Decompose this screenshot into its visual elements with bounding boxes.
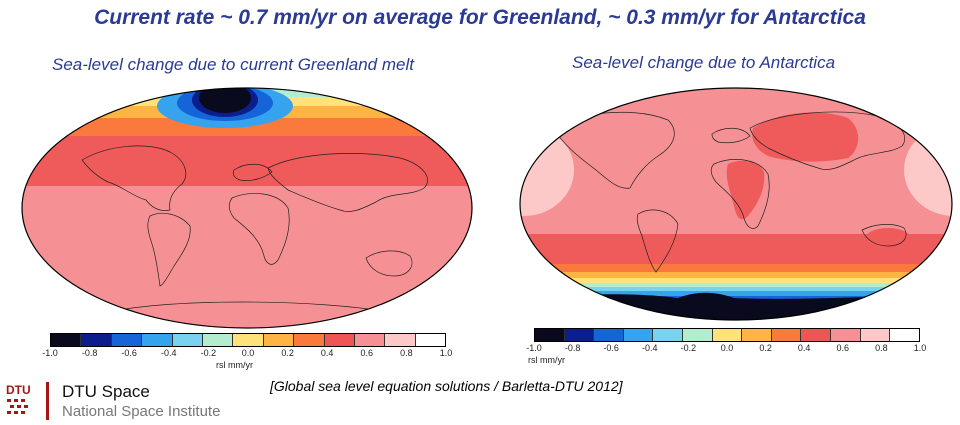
colorbar-left: -1.0 -0.8 -0.6 -0.4 -0.2 0.0 0.2 0.4 0.6 0.8 1.0 r… — [42, 333, 452, 370]
colorbar-tick-label: -0.4 — [161, 348, 177, 358]
headline: Current rate ~ 0.7 mm/yr on average for … — [94, 6, 866, 29]
colorbar-swatch — [233, 334, 264, 346]
greenland-melt-map — [21, 87, 473, 329]
colorbar-swatch — [385, 334, 416, 346]
colorbar-tick-label: 0.8 — [875, 343, 888, 353]
org-subtitle: National Space Institute — [62, 403, 221, 420]
colorbar-swatch — [890, 329, 919, 341]
colorbar-swatch — [564, 329, 595, 341]
colorbar-tick-label: -1.0 — [526, 343, 542, 353]
colorbar-tick-label: -0.2 — [200, 348, 217, 358]
colorbar-swatch — [142, 334, 173, 346]
colorbar-tick-label: 0.0 — [241, 348, 255, 358]
colorbar-ticks: -1.0 -0.8 -0.6 -0.4 -0.2 0.0 0.2 0.4 0.6 0.8 1.0 — [526, 342, 926, 356]
colorbar-tick-label: 0.2 — [281, 348, 294, 358]
org-name: DTU Space — [62, 382, 150, 401]
colorbar-swatch — [51, 334, 82, 346]
colorbar-swatch — [594, 329, 624, 341]
logo-mark-text: DTU — [6, 383, 31, 397]
colorbar-tick-label: -0.6 — [121, 348, 137, 358]
colorbar-swatch — [202, 334, 234, 346]
globe-outline — [519, 87, 953, 321]
colorbar-swatch — [712, 329, 743, 341]
colorbar-tick-label: 0.8 — [400, 348, 413, 358]
colorbar-swatch — [771, 329, 802, 341]
colorbar-swatch — [742, 329, 772, 341]
colorbar-swatch — [415, 334, 446, 346]
colorbar-swatch — [263, 334, 295, 346]
colorbar-tick-label: 0.2 — [759, 343, 772, 353]
colorbar-tick-label: 0.4 — [320, 348, 334, 358]
colorbar-swatches — [534, 328, 920, 342]
colorbar-swatch — [111, 334, 143, 346]
colorbar-swatch — [354, 334, 386, 346]
colorbar-tick-label: 0.0 — [720, 343, 734, 353]
colorbar-swatch — [172, 334, 203, 346]
colorbar-swatch — [860, 329, 891, 341]
coastlines — [81, 145, 428, 315]
colorbar-tick-label: -0.8 — [81, 348, 98, 358]
globe-outline — [21, 87, 473, 329]
colorbar-tick-label: -0.2 — [680, 343, 697, 353]
colorbar-unit: rsl mm/yr — [528, 355, 565, 365]
colorbar-tick-label: -1.0 — [42, 348, 58, 358]
colorbar-right: -1.0 -0.8 -0.6 -0.4 -0.2 0.0 0.2 0.4 0.6 0.8 1.0 r… — [526, 328, 926, 365]
colorbar-tick-label: -0.8 — [564, 343, 581, 353]
greenland-low — [199, 88, 251, 113]
colorbar-swatch — [801, 329, 832, 341]
colorbar-tick-label: 0.6 — [836, 343, 850, 353]
colorbar-tick-label: -0.4 — [642, 343, 658, 353]
colorbar-swatch — [535, 329, 565, 341]
colorbar-swatch — [324, 334, 355, 346]
band-0-6 — [22, 128, 472, 186]
colorbar-swatch — [831, 329, 861, 341]
panel-title-greenland: Sea-level change due to current Greenlan… — [52, 55, 414, 74]
dtu-logo-icon: DTU — [6, 383, 31, 414]
colorbar-swatch — [683, 329, 713, 341]
colorbar-swatch — [294, 334, 325, 346]
colorbar-tick-label: 1.0 — [439, 348, 453, 358]
colorbar-tick-label: 0.4 — [797, 343, 811, 353]
panel-title-antarctica: Sea-level change due to Antarctica — [572, 53, 836, 72]
colorbar-tick-label: 0.6 — [360, 348, 374, 358]
colorbar-swatches — [50, 333, 446, 347]
colorbar-tick-label: -0.6 — [603, 343, 619, 353]
coastlines — [551, 111, 907, 273]
colorbar-tick-label: 1.0 — [913, 343, 927, 353]
colorbar-ticks: -1.0 -0.8 -0.6 -0.4 -0.2 0.0 0.2 0.4 0.6 0.8 1.0 — [42, 347, 452, 361]
colorbar-swatch — [623, 329, 654, 341]
colorbar-swatch — [81, 334, 112, 346]
colorbar-unit: rsl mm/yr — [216, 360, 253, 370]
colorbar-swatch — [653, 329, 684, 341]
logo-separator — [46, 382, 49, 420]
antarctica-melt-map — [519, 87, 953, 321]
citation: [Global sea level equation solutions / B… — [270, 378, 623, 394]
